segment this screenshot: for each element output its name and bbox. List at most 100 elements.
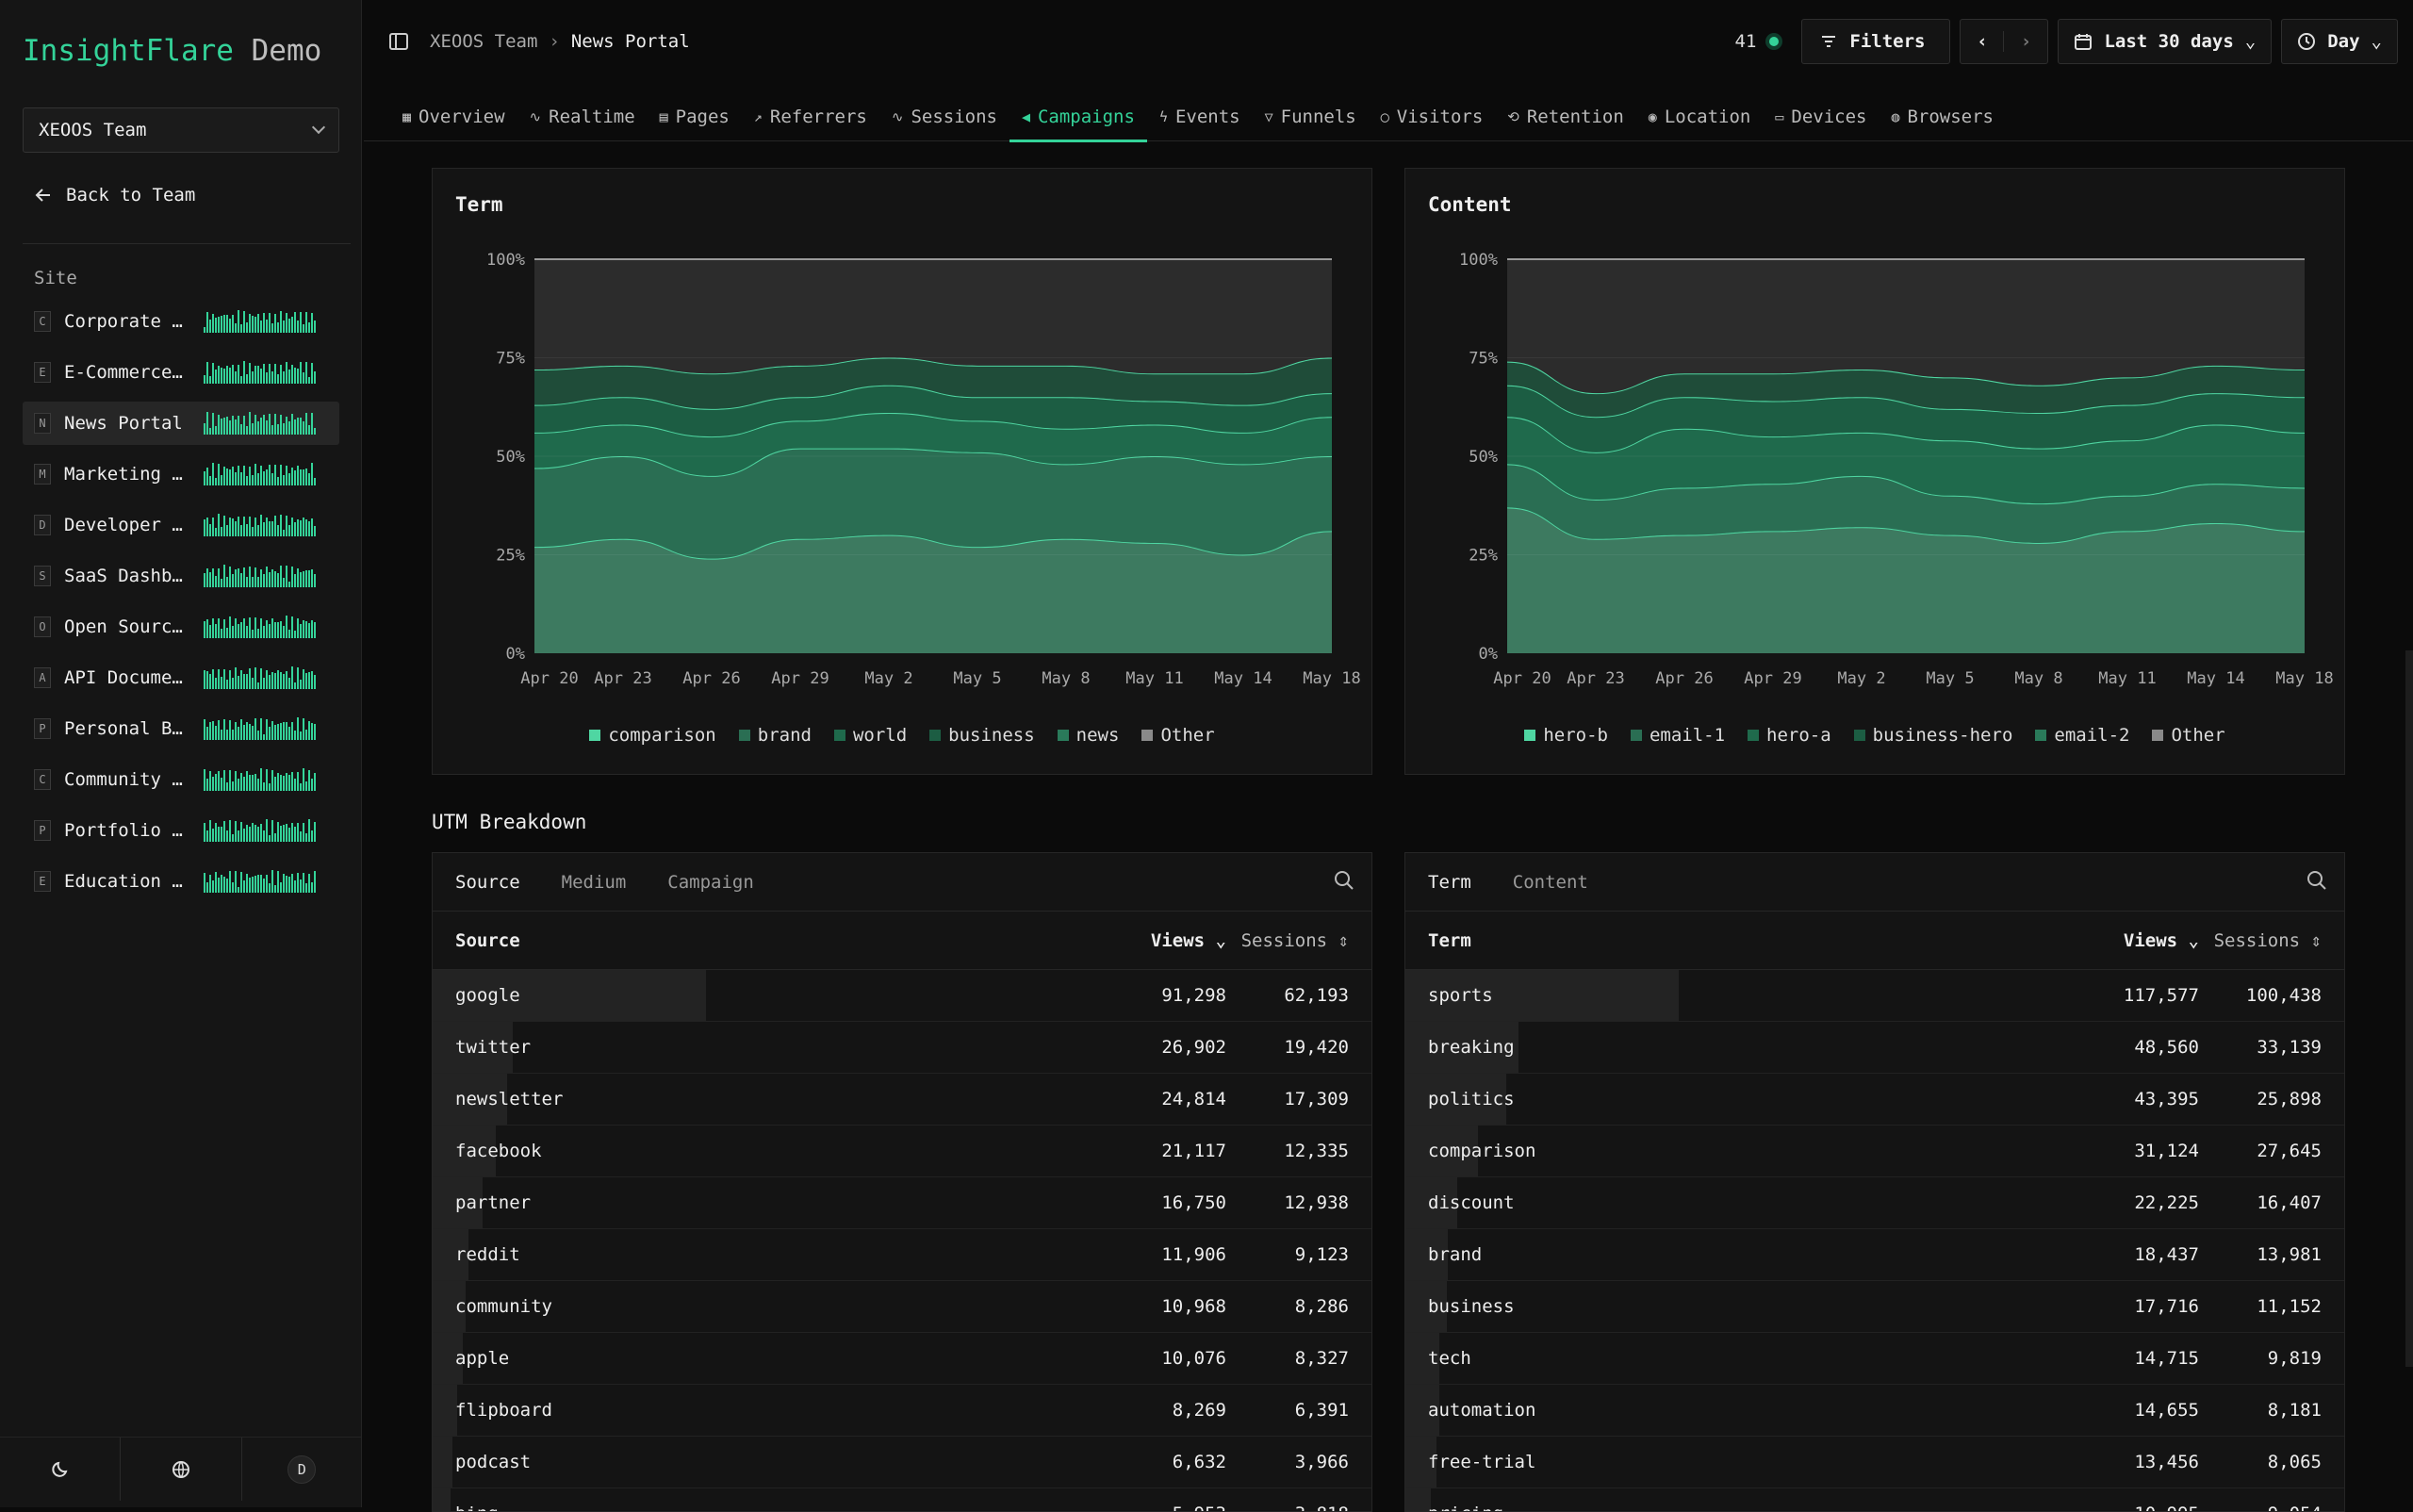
sidebar-site-item[interactable]: C Corporate Website	[23, 300, 339, 343]
tab-pages[interactable]: ▤ Pages	[648, 92, 742, 141]
row-share-bar	[433, 1333, 463, 1384]
legend-item[interactable]: email-1	[1630, 725, 1725, 746]
sidebar-site-item[interactable]: P Portfolio Site	[23, 809, 339, 852]
table-row[interactable]: community 10,968 8,286	[433, 1281, 1371, 1333]
table-row[interactable]: politics 43,395 25,898	[1405, 1074, 2344, 1126]
prev-period-button[interactable]: ‹	[1961, 31, 2005, 52]
chart-title: Term	[455, 193, 503, 216]
user-menu-button[interactable]: D	[242, 1438, 362, 1501]
tab-retention[interactable]: ⟲ Retention	[1495, 92, 1636, 141]
legend-item[interactable]: comparison	[589, 725, 716, 746]
sidebar-site-item[interactable]: E E-Commerce Store	[23, 351, 339, 394]
filters-button[interactable]: Filters	[1801, 19, 1951, 64]
tab-devices[interactable]: ▭ Devices	[1763, 92, 1879, 141]
legend-item[interactable]: hero-b	[1524, 725, 1608, 746]
tab-content[interactable]: Content	[1512, 871, 1588, 893]
legend-item[interactable]: hero-a	[1748, 725, 1831, 746]
x-tick-label: May 2	[864, 669, 912, 688]
table-row[interactable]: brand 18,437 13,981	[1405, 1229, 2344, 1281]
back-to-team-link[interactable]: Back to Team	[34, 185, 195, 205]
sidebar-site-item[interactable]: E Education Platform	[23, 860, 339, 903]
interval-select[interactable]: Day ⌄	[2281, 19, 2398, 64]
top-bar: XEOOS Team › News Portal 41 Filters ‹ › …	[364, 0, 2413, 83]
tab-funnels[interactable]: ▽ Funnels	[1253, 92, 1369, 141]
table-row[interactable]: bing5,9533,818	[433, 1488, 1371, 1511]
tab-visitors[interactable]: ◯ Visitors	[1369, 92, 1496, 141]
column-header-sessions[interactable]: Sessions ⇕	[2199, 930, 2322, 951]
table-row[interactable]: podcast 6,632 3,966	[433, 1437, 1371, 1488]
legend-item[interactable]: business-hero	[1853, 725, 2012, 746]
table-row[interactable]: partner 16,750 12,938	[433, 1177, 1371, 1229]
table-row[interactable]: tech 14,715 9,819	[1405, 1333, 2344, 1385]
table-row[interactable]: pricing10,9959,054	[1405, 1488, 2344, 1511]
table-row[interactable]: business 17,716 11,152	[1405, 1281, 2344, 1333]
sidebar-site-item[interactable]: N News Portal	[23, 402, 339, 445]
cell-sessions: 19,420	[1284, 1037, 1349, 1058]
table-row[interactable]: apple 10,076 8,327	[433, 1333, 1371, 1385]
theme-toggle-button[interactable]	[0, 1438, 122, 1501]
cell-label: business	[1428, 1296, 1515, 1317]
table-row[interactable]: free-trial 13,456 8,065	[1405, 1437, 2344, 1488]
legend-item[interactable]: Other	[1141, 725, 1215, 746]
tab-overview[interactable]: ▦ Overview	[390, 92, 517, 141]
tab-location[interactable]: ◉ Location	[1636, 92, 1764, 141]
table-row[interactable]: reddit 11,906 9,123	[433, 1229, 1371, 1281]
tab-icon: ϟ	[1158, 108, 1168, 125]
sidebar-site-item[interactable]: S SaaS Dashboard	[23, 554, 339, 598]
tab-campaigns[interactable]: ◀ Campaigns	[1009, 92, 1147, 142]
x-tick-label: Apr 20	[520, 669, 578, 688]
tab-term[interactable]: Term	[1428, 871, 1471, 893]
cell-views: 22,225	[2134, 1192, 2199, 1213]
table-row[interactable]: newsletter 24,814 17,309	[433, 1074, 1371, 1126]
column-header-sessions[interactable]: Sessions ⇕	[1226, 930, 1349, 951]
table-row[interactable]: comparison 31,124 27,645	[1405, 1126, 2344, 1177]
table-row[interactable]: google 91,298 62,193	[433, 970, 1371, 1022]
y-tick-label: 75%	[1469, 350, 1498, 369]
tab-medium[interactable]: Medium	[561, 871, 627, 893]
cell-views: 16,750	[1161, 1192, 1226, 1213]
sidebar-site-item[interactable]: A API Documentation	[23, 656, 339, 699]
tab-source[interactable]: Source	[455, 871, 520, 893]
tab-sessions[interactable]: ∿ Sessions	[879, 92, 1010, 141]
table-row[interactable]: twitter 26,902 19,420	[433, 1022, 1371, 1074]
tab-referrers[interactable]: ↗ Referrers	[742, 92, 879, 141]
legend-item[interactable]: world	[833, 725, 907, 746]
sidebar-toggle-icon[interactable]	[388, 31, 409, 52]
table-row[interactable]: facebook 21,117 12,335	[433, 1126, 1371, 1177]
tab-campaign[interactable]: Campaign	[667, 871, 754, 893]
tab-events[interactable]: ϟ Events	[1147, 92, 1253, 141]
date-range-select[interactable]: Last 30 days ⌄	[2058, 19, 2273, 64]
language-button[interactable]	[121, 1438, 242, 1501]
sidebar-site-item[interactable]: D Developer Docs	[23, 503, 339, 547]
search-icon[interactable]	[2306, 870, 2327, 896]
page-scrollbar[interactable]	[2405, 650, 2413, 1367]
site-sparkline	[204, 565, 328, 587]
app-logo[interactable]: InsightFlare Demo	[23, 34, 321, 68]
table-row[interactable]: sports 117,577 100,438	[1405, 970, 2344, 1022]
moon-icon	[52, 1461, 68, 1477]
sidebar-site-item[interactable]: C Community Forum	[23, 758, 339, 801]
next-period-button[interactable]: ›	[2020, 31, 2032, 52]
sidebar-site-item[interactable]: M Marketing Landing	[23, 452, 339, 496]
tab-browsers[interactable]: ◍ Browsers	[1879, 92, 2006, 141]
table-row[interactable]: automation 14,655 8,181	[1405, 1385, 2344, 1437]
sidebar-site-item[interactable]: O Open Source Project	[23, 605, 339, 649]
breadcrumb-team[interactable]: XEOOS Team	[430, 31, 538, 52]
table-row[interactable]: flipboard 8,269 6,391	[433, 1385, 1371, 1437]
column-header-views[interactable]: Views ⌄	[2095, 930, 2199, 951]
team-selector[interactable]: XEOOS Team	[23, 107, 339, 153]
tab-icon: ▭	[1775, 108, 1784, 125]
legend-item[interactable]: Other	[2152, 725, 2225, 746]
legend-item[interactable]: brand	[738, 725, 812, 746]
tab-label: Overview	[419, 107, 505, 127]
legend-item[interactable]: business	[929, 725, 1035, 746]
legend-item[interactable]: news	[1057, 725, 1119, 746]
table-row[interactable]: discount 22,225 16,407	[1405, 1177, 2344, 1229]
column-header-views[interactable]: Views ⌄	[1123, 930, 1226, 951]
site-sparkline	[204, 666, 328, 689]
legend-item[interactable]: email-2	[2035, 725, 2129, 746]
sidebar-site-item[interactable]: P Personal Blog	[23, 707, 339, 750]
tab-realtime[interactable]: ∿ Realtime	[517, 92, 648, 141]
search-icon[interactable]	[1334, 870, 1354, 896]
table-row[interactable]: breaking 48,560 33,139	[1405, 1022, 2344, 1074]
